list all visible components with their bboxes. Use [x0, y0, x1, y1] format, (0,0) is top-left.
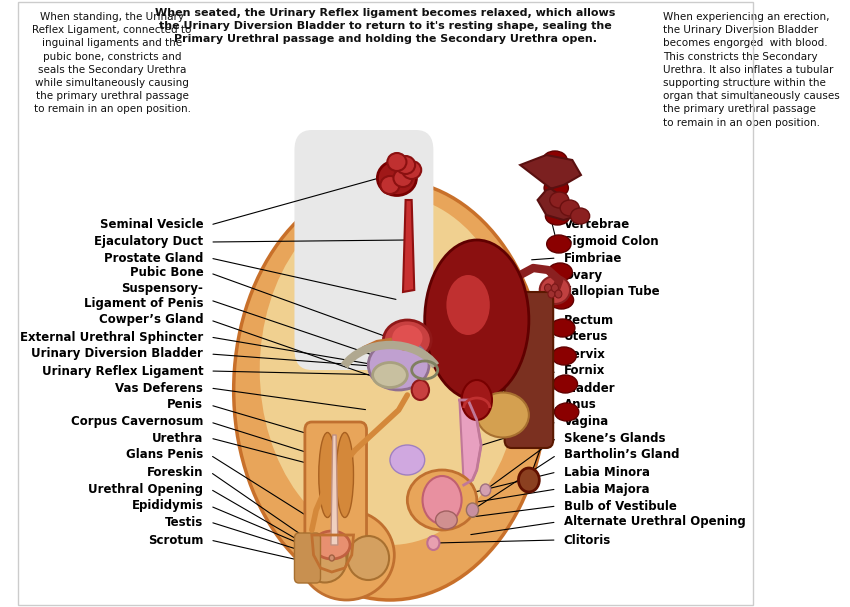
Ellipse shape: [540, 276, 570, 304]
Text: Uterus: Uterus: [564, 330, 608, 344]
FancyBboxPatch shape: [294, 130, 434, 370]
Text: When experiencing an erection,
the Urinary Diversion Bladder
becomes engorged  w: When experiencing an erection, the Urina…: [664, 12, 840, 127]
Circle shape: [545, 284, 552, 292]
Text: Ovary: Ovary: [564, 268, 603, 282]
Text: Labia Minora: Labia Minora: [564, 466, 649, 478]
Circle shape: [411, 380, 429, 400]
Text: Urethral Opening: Urethral Opening: [88, 483, 203, 495]
Text: Fimbriae: Fimbriae: [564, 251, 622, 265]
Text: Testis: Testis: [165, 515, 203, 529]
Circle shape: [555, 290, 562, 298]
Ellipse shape: [546, 207, 570, 225]
Ellipse shape: [377, 160, 416, 195]
Ellipse shape: [446, 275, 490, 335]
Text: Scrotum: Scrotum: [148, 534, 203, 546]
Ellipse shape: [402, 161, 422, 179]
Ellipse shape: [396, 156, 415, 174]
Text: Vertebrae: Vertebrae: [564, 219, 630, 231]
Ellipse shape: [319, 433, 336, 518]
Ellipse shape: [560, 200, 579, 216]
Circle shape: [518, 468, 539, 492]
Ellipse shape: [553, 375, 577, 393]
Polygon shape: [459, 400, 481, 485]
Text: Ejaculatory Duct: Ejaculatory Duct: [94, 236, 203, 248]
Ellipse shape: [348, 536, 389, 580]
Ellipse shape: [547, 235, 571, 253]
Ellipse shape: [477, 393, 529, 438]
Text: Suspensory-
Ligament of Penis: Suspensory- Ligament of Penis: [84, 282, 203, 310]
Text: Sigmoid Colon: Sigmoid Colon: [564, 236, 658, 248]
Polygon shape: [403, 200, 414, 292]
Text: When seated, the Urinary Reflex ligament becomes relaxed, which allows
the Urina: When seated, the Urinary Reflex ligament…: [156, 8, 615, 44]
Text: Vagina: Vagina: [564, 416, 609, 429]
Text: Anus: Anus: [564, 399, 597, 412]
Text: Corpus Cavernosum: Corpus Cavernosum: [71, 416, 203, 429]
Ellipse shape: [394, 169, 412, 187]
Text: Penis: Penis: [167, 399, 203, 412]
Text: Urinary Reflex Ligament: Urinary Reflex Ligament: [42, 364, 203, 378]
Ellipse shape: [425, 240, 529, 400]
Circle shape: [428, 536, 439, 550]
Text: Pubic Bone: Pubic Bone: [129, 266, 203, 279]
Text: Clitoris: Clitoris: [564, 534, 611, 546]
Ellipse shape: [554, 403, 579, 421]
Ellipse shape: [543, 151, 567, 169]
Text: Urinary Diversion Bladder: Urinary Diversion Bladder: [31, 347, 203, 361]
Text: Vas Deferens: Vas Deferens: [116, 382, 203, 395]
Ellipse shape: [381, 176, 400, 194]
Circle shape: [552, 284, 558, 292]
Ellipse shape: [407, 470, 477, 530]
Text: Foreskin: Foreskin: [147, 466, 203, 478]
Ellipse shape: [260, 195, 520, 545]
Text: Epididymis: Epididymis: [132, 500, 203, 512]
Circle shape: [548, 290, 555, 298]
Text: Seminal Vesicle: Seminal Vesicle: [99, 219, 203, 231]
FancyBboxPatch shape: [505, 292, 553, 448]
Text: Skene’s Glands: Skene’s Glands: [564, 432, 665, 444]
FancyBboxPatch shape: [294, 533, 320, 583]
Polygon shape: [331, 435, 337, 545]
Ellipse shape: [303, 538, 347, 583]
Ellipse shape: [552, 347, 576, 365]
Circle shape: [329, 555, 334, 561]
Ellipse shape: [570, 208, 590, 224]
Ellipse shape: [544, 179, 569, 197]
Text: Fornix: Fornix: [564, 364, 605, 378]
Ellipse shape: [551, 319, 575, 337]
Circle shape: [467, 503, 479, 517]
Ellipse shape: [388, 153, 406, 171]
Text: Labia Majora: Labia Majora: [564, 483, 649, 495]
Text: External Urethral Sphincter: External Urethral Sphincter: [20, 330, 203, 344]
Ellipse shape: [336, 433, 354, 518]
Ellipse shape: [435, 511, 457, 529]
Circle shape: [480, 484, 490, 496]
Text: Alternate Urethral Opening: Alternate Urethral Opening: [564, 515, 745, 529]
FancyBboxPatch shape: [305, 422, 366, 548]
Ellipse shape: [234, 180, 547, 600]
Text: Cowper’s Gland: Cowper’s Gland: [99, 313, 203, 327]
Text: Cervix: Cervix: [564, 347, 605, 361]
Text: Bladder: Bladder: [564, 382, 615, 395]
Text: Fallopian Tube: Fallopian Tube: [564, 285, 660, 299]
Ellipse shape: [422, 476, 462, 524]
Text: Rectum: Rectum: [564, 313, 614, 327]
Text: Bartholin’s Gland: Bartholin’s Gland: [564, 449, 679, 461]
Ellipse shape: [550, 192, 569, 208]
Ellipse shape: [462, 380, 492, 420]
Text: Bulb of Vestibule: Bulb of Vestibule: [564, 500, 677, 512]
Text: Prostate Gland: Prostate Gland: [104, 251, 203, 265]
Ellipse shape: [314, 531, 350, 559]
Ellipse shape: [390, 445, 425, 475]
Text: Glans Penis: Glans Penis: [126, 449, 203, 461]
Text: Urethra: Urethra: [152, 432, 203, 444]
Ellipse shape: [368, 340, 429, 390]
Ellipse shape: [299, 510, 394, 600]
Ellipse shape: [549, 291, 574, 309]
Ellipse shape: [372, 362, 407, 387]
Polygon shape: [520, 155, 581, 220]
Ellipse shape: [548, 263, 572, 281]
Ellipse shape: [383, 320, 431, 360]
Text: When standing, the Urinary
Reflex Ligament, connected to
inguinal ligaments and : When standing, the Urinary Reflex Ligame…: [32, 12, 192, 114]
Ellipse shape: [392, 325, 422, 351]
